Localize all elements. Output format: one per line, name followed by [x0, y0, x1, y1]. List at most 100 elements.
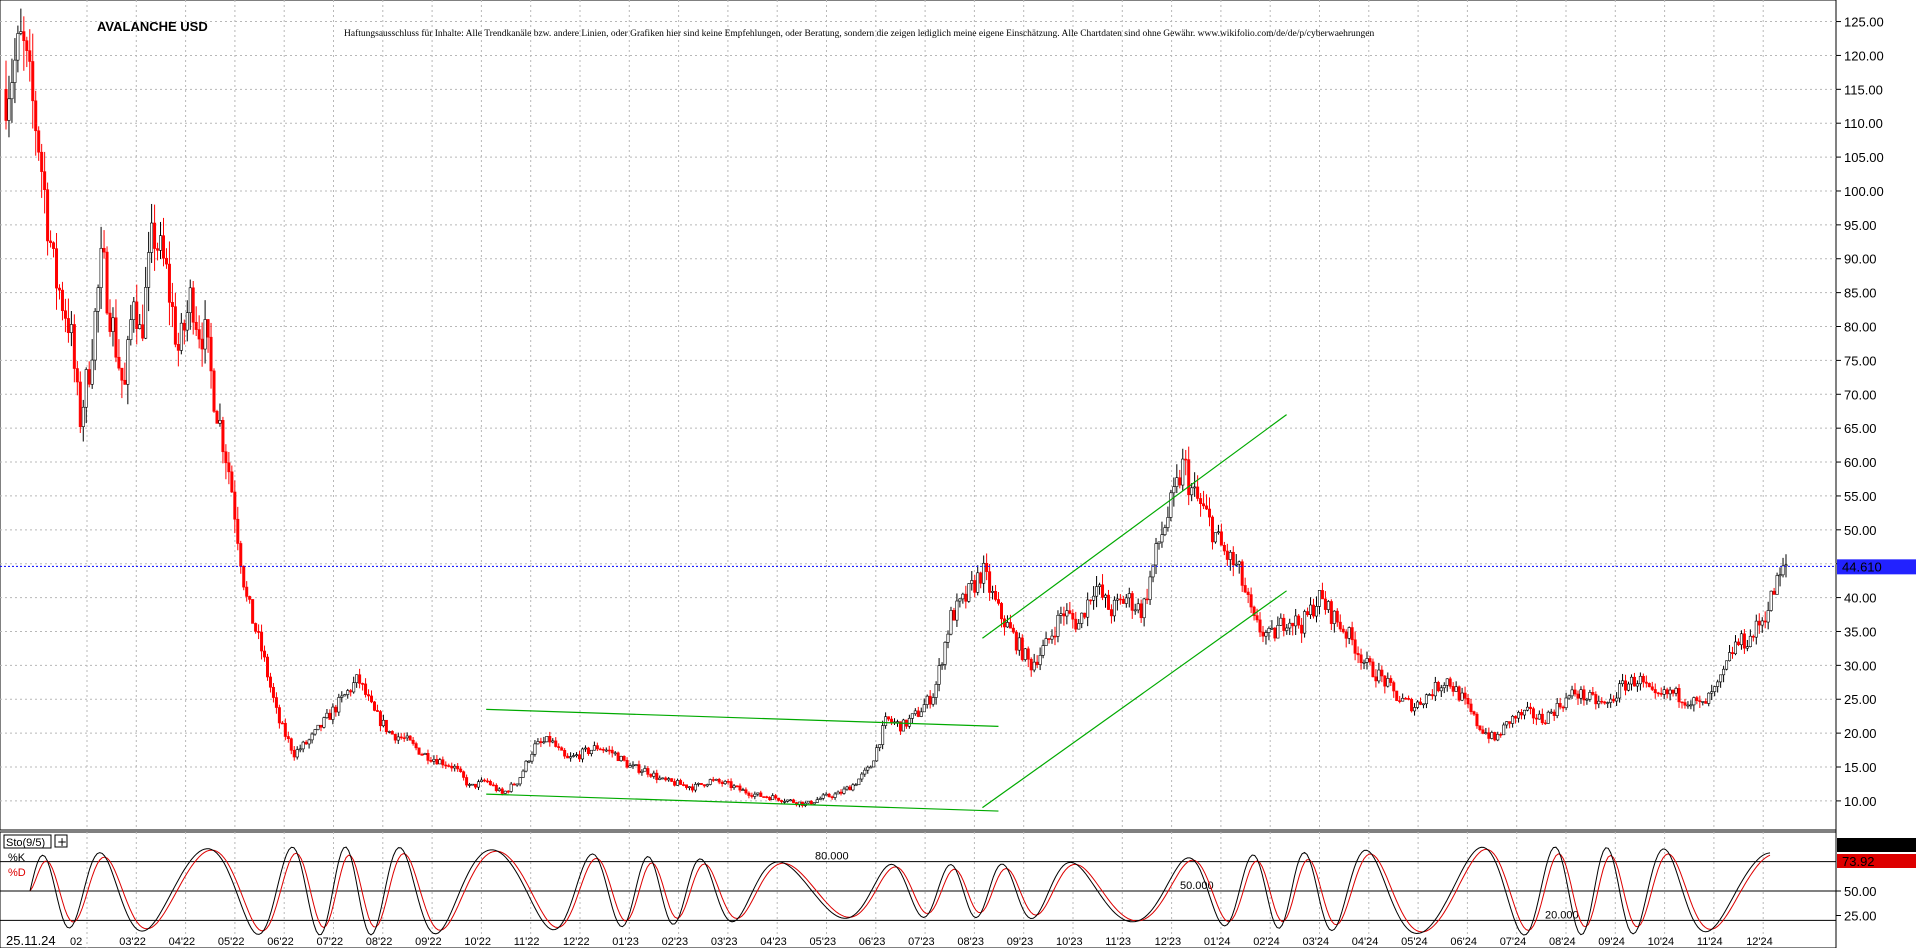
candle-body: [1612, 698, 1616, 702]
candle-body: [777, 797, 781, 801]
candle-body: [551, 740, 555, 743]
candle-body: [872, 760, 876, 768]
price-panel: [0, 0, 1837, 831]
stoch-d-line: [29, 848, 1771, 933]
candle-body: [1273, 627, 1277, 639]
candle-body: [194, 321, 198, 330]
candle-body: [28, 50, 32, 62]
candle-body: [1713, 686, 1717, 692]
candle-body: [1178, 477, 1182, 486]
candle-body: [390, 731, 394, 735]
candle-body: [491, 784, 495, 787]
candle-body: [857, 778, 861, 786]
candle-body: [500, 788, 504, 794]
candle-body: [310, 733, 314, 741]
candle-body: [1621, 680, 1625, 685]
candle-body: [744, 789, 748, 794]
candle-body: [1341, 628, 1345, 633]
candle-body: [87, 369, 91, 385]
candle-body: [786, 799, 790, 802]
candle-body: [898, 721, 902, 732]
candle-body: [1433, 682, 1437, 697]
candle-body: [1297, 615, 1301, 626]
candle-body: [346, 690, 350, 695]
candle-body: [233, 491, 237, 520]
candle-body: [1710, 691, 1714, 694]
candle-body: [530, 753, 534, 762]
candle-body: [572, 755, 576, 757]
candle-body: [1736, 641, 1740, 646]
y-tick-label: 55.00: [1844, 489, 1877, 504]
candle-body: [890, 718, 894, 723]
x-tick-label: 04'23: [760, 936, 787, 948]
candle-body: [370, 695, 374, 703]
candle-body: [1335, 610, 1339, 623]
candle-body: [539, 741, 543, 743]
candle-body: [313, 729, 317, 735]
candle-body: [289, 738, 293, 751]
candle-body: [1371, 661, 1375, 678]
candle-body: [471, 783, 475, 786]
candle-body: [22, 31, 26, 41]
candle-body: [1698, 700, 1702, 702]
candle-body: [1300, 624, 1304, 634]
candle-body: [708, 779, 712, 785]
candle-body: [242, 565, 246, 588]
plus-icon: +: [57, 835, 67, 849]
candle-body: [462, 771, 466, 778]
candle-body: [1136, 603, 1140, 611]
x-tick-label: 09'24: [1598, 936, 1625, 948]
candle-body: [1457, 686, 1461, 701]
candle-body: [583, 747, 587, 750]
y-tick-label: 90.00: [1844, 252, 1877, 267]
candle-body: [1775, 575, 1779, 595]
candle-body: [839, 791, 843, 794]
trendline: [982, 590, 1287, 809]
candle-body: [474, 783, 478, 788]
candle-body: [126, 339, 130, 385]
candle-body: [411, 739, 415, 744]
candle-body: [423, 753, 427, 755]
candle-body: [176, 344, 180, 351]
candle-body: [720, 781, 724, 785]
candle-body: [494, 784, 498, 791]
candle-body: [1154, 543, 1158, 566]
candle-body: [221, 420, 225, 453]
candle-body: [1481, 729, 1485, 734]
candle-body: [1454, 686, 1458, 692]
indicator-expand-button[interactable]: [54, 834, 68, 848]
candle-body: [661, 777, 665, 780]
candle-body: [34, 100, 38, 132]
candle-body: [1748, 635, 1752, 647]
candle-body: [679, 780, 683, 785]
stoch-y-label: 25.00: [1844, 909, 1877, 924]
candle-body: [1148, 576, 1152, 600]
candle-body: [405, 735, 409, 739]
candle-body: [533, 743, 537, 755]
candle-body: [1246, 591, 1250, 595]
candle-body: [1490, 732, 1494, 739]
candle-body: [1005, 622, 1009, 628]
candle-body: [212, 370, 216, 412]
candle-body: [1517, 712, 1521, 719]
candle-body: [1017, 637, 1021, 651]
candle-body: [1231, 551, 1235, 566]
candle-body: [563, 750, 567, 757]
candle-body: [266, 656, 270, 678]
y-tick-label: 75.00: [1844, 353, 1877, 368]
candle-body: [1270, 627, 1274, 630]
candle-body: [1255, 615, 1259, 621]
candle-body: [277, 707, 281, 724]
candle-body: [248, 596, 252, 600]
candle-body: [848, 786, 852, 791]
candle-body: [1106, 594, 1110, 610]
candle-body: [1772, 590, 1776, 595]
candle-body: [1463, 692, 1467, 699]
candle-body: [280, 722, 284, 725]
candle-body: [1380, 669, 1384, 677]
candle-body: [129, 319, 133, 340]
candle-body: [1365, 658, 1369, 663]
candle-body: [1624, 680, 1628, 691]
indicator-label: Sto(9/5): [6, 837, 45, 849]
candle-body: [1418, 701, 1422, 705]
